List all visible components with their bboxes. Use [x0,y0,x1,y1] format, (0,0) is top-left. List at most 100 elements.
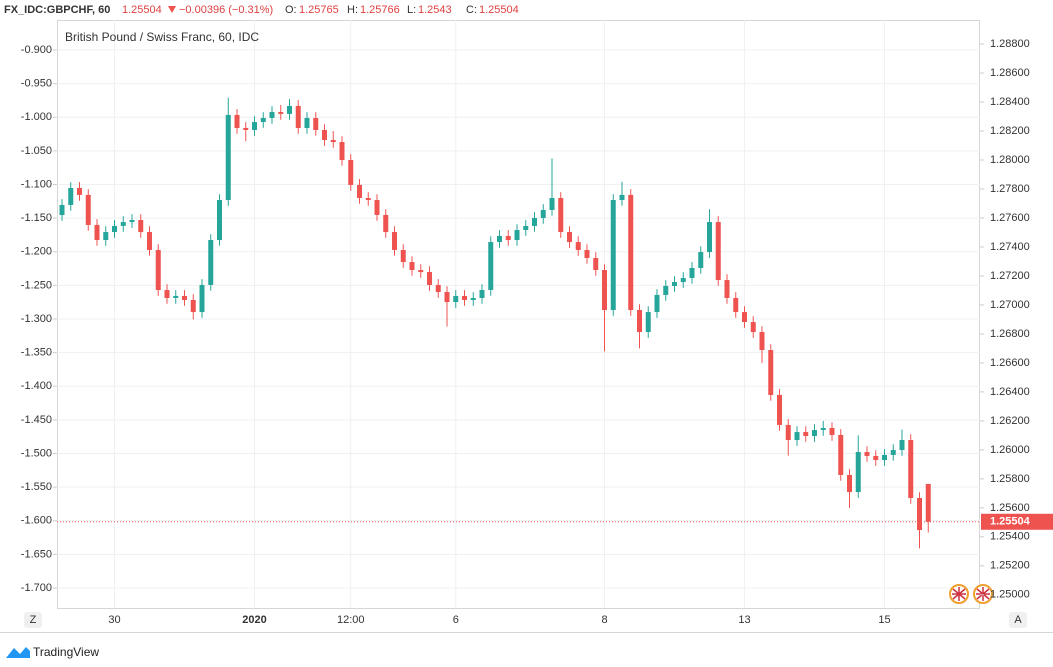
candle-body [304,117,310,128]
x-tick-label: 15 [878,614,890,626]
logo-icon[interactable] [6,647,30,658]
y2-tick-label: 1.26600 [990,357,1030,369]
candle-body [435,284,441,293]
candle-body [234,114,240,128]
candle-body [497,235,502,243]
y2-tick-label: 1.25000 [990,589,1030,601]
ohlc-label: O: [285,4,297,16]
y-tick-label: -1.500 [21,447,52,459]
brand[interactable]: TradingView [33,645,99,659]
candle-body [619,194,625,201]
auto-button[interactable] [1009,612,1027,628]
candle-body [103,232,109,241]
candle-body [680,277,686,283]
candle-body [847,474,852,493]
candle-body [470,297,476,301]
y2-tick-label: 1.28000 [990,154,1030,166]
candle-body [278,112,284,114]
y2-tick-label: 1.25200 [990,560,1030,572]
candle-body [637,310,642,333]
price-tag [981,513,1053,530]
candle-body [558,197,564,233]
candle-body [593,257,599,271]
candle-body [768,350,774,395]
y2-tick-label: 1.27600 [990,212,1030,224]
close-value: 1.25504 [479,4,519,16]
x-tick-label: 8 [601,614,607,626]
candle-body [532,217,537,226]
open-value: 1.25765 [299,4,339,16]
y2-tick-label: 1.25800 [990,473,1030,485]
candle-body [777,394,782,425]
candle-body [383,214,389,233]
candle-body [120,222,126,226]
candle-body [243,127,249,131]
candle-body [392,232,397,251]
candle-body [689,267,695,278]
candle-body [453,295,459,303]
y2-tick-label: 1.26000 [990,444,1030,456]
y-tick-label: -1.600 [21,515,52,527]
zoom-button-label[interactable]: Z [30,614,37,626]
candle-body [628,194,634,311]
candle-body [59,204,65,216]
y-tick-label: -1.100 [21,178,52,190]
candle-body [225,114,231,201]
candle-body [820,427,826,431]
candle-body [549,197,555,211]
candle-body [322,130,327,141]
candle-body [785,424,791,441]
ohlc-label: L: [407,4,416,16]
y2-tick-label: 1.28800 [990,38,1030,50]
candle-body [295,105,301,128]
flag-icon [952,587,966,601]
candle-body [94,224,100,241]
candle-body [759,332,765,351]
candle-body [339,142,345,161]
candle-body [917,497,922,531]
candle-body [523,225,529,231]
y-tick-label: -1.250 [21,279,52,291]
candle-body [85,194,91,225]
candle-body [567,232,572,243]
candle-body [427,272,432,285]
candle-body [462,295,467,301]
ohlc-label: H: [347,4,358,16]
candle-body [672,282,677,286]
candle-body [365,197,371,201]
candle-body [313,117,319,131]
candle-body [400,250,406,263]
candle-body [925,483,931,522]
candle-body [182,295,187,301]
candle-body [838,434,844,475]
candle-body [357,184,362,198]
candle-body [287,105,292,114]
y2-tick-label: 1.27000 [990,299,1030,311]
auto-button-label[interactable]: A [1014,614,1022,626]
x-tick-label: 12:00 [337,614,365,626]
y-tick-label: -1.200 [21,246,52,258]
candle-body [330,140,336,143]
y2-tick-label: 1.25600 [990,502,1030,514]
candle-body [540,210,546,218]
change: −0.00396 (−0.31%) [179,4,273,16]
candle-body [418,270,424,273]
candle-body [444,292,450,303]
candle-body [855,452,861,493]
y-tick-label: -1.650 [21,548,52,560]
price-tag-label: 1.25504 [990,516,1031,528]
candle-body [882,454,887,461]
candle-body [374,200,380,215]
candle-body [252,122,257,131]
plot-frame [57,20,980,609]
y-tick-label: -0.900 [21,44,52,56]
candle-body [77,187,82,195]
zoom-button[interactable] [24,612,42,628]
y-tick-label: -1.350 [21,347,52,359]
x-tick-label: 2020 [242,614,266,626]
candle-body [610,200,616,311]
candle-body [663,285,669,295]
y-tick-label: -1.300 [21,313,52,325]
candle-body [348,160,354,185]
candle-body [575,242,581,251]
